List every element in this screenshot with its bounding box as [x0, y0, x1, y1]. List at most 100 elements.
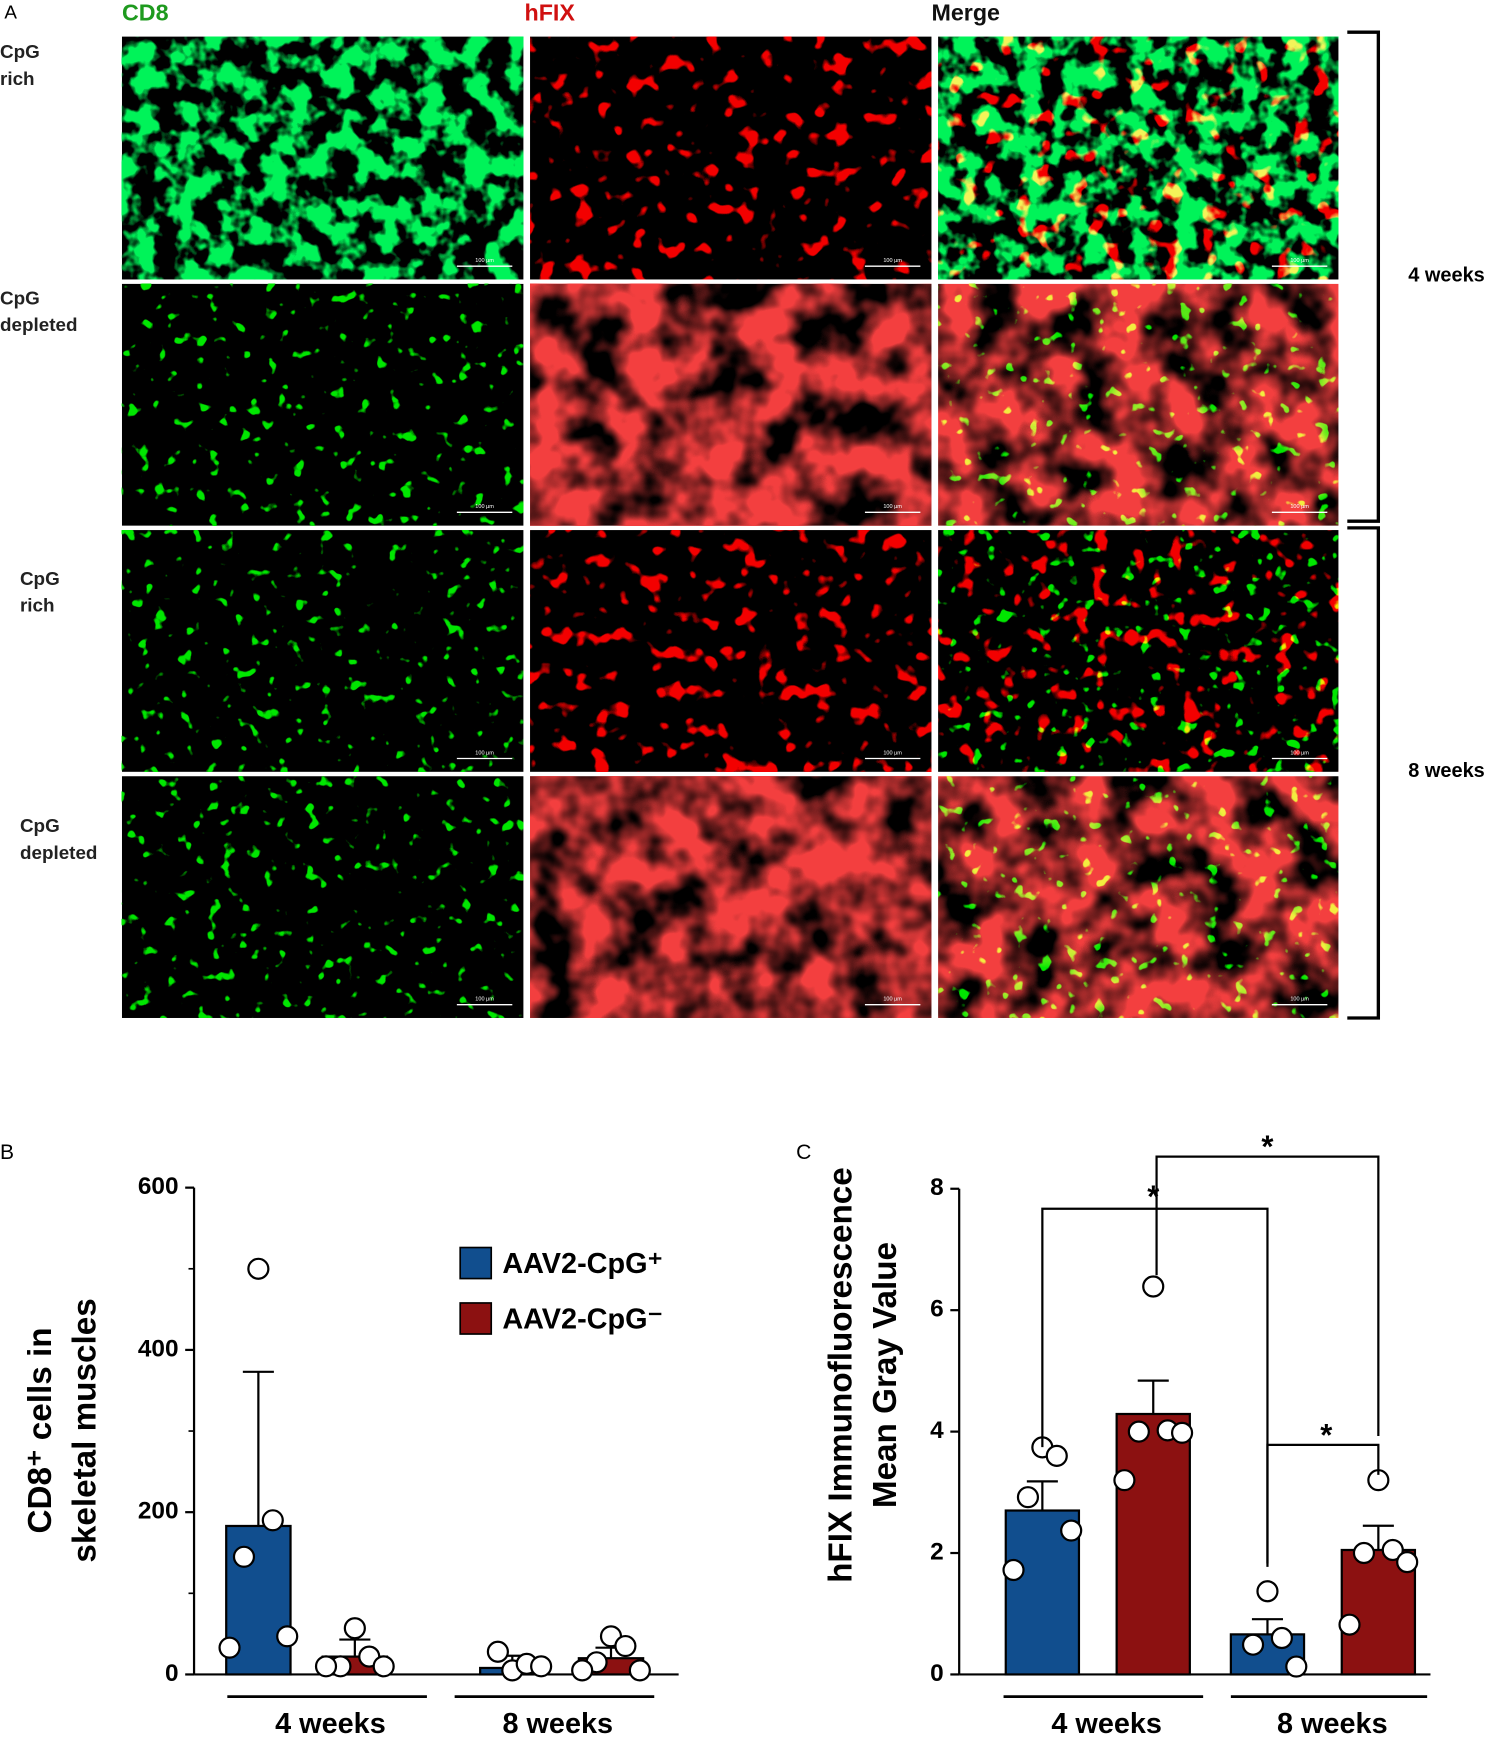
- x-tick-label: 8 weeks: [502, 1708, 613, 1740]
- data-point: [218, 1636, 241, 1659]
- cd8-signal: [121, 36, 524, 280]
- hfix-signal: [938, 530, 1339, 772]
- x-tick-label: 4 weeks: [275, 1708, 386, 1740]
- hfix-signal: [938, 776, 1339, 1018]
- micrograph: 100 µm: [530, 530, 932, 772]
- data-point: [1396, 1551, 1419, 1574]
- data-point: [314, 1655, 338, 1678]
- hfix-signal: [530, 36, 932, 280]
- panel-label: B: [0, 1141, 14, 1164]
- scale-bar-label: 100 µm: [883, 504, 902, 510]
- row-label: rich: [0, 68, 35, 89]
- micrograph: 100 µm: [121, 776, 524, 1018]
- timepoint-label: 4 weeks: [1408, 264, 1485, 286]
- y-tick-label: 4: [930, 1417, 944, 1444]
- scale-bar-label: 100 µm: [1290, 997, 1309, 1003]
- y-axis-label: CD8⁺ cells in: [22, 1327, 59, 1533]
- bar: [1115, 1412, 1191, 1676]
- scale-bar-label: 100 µm: [1290, 750, 1309, 756]
- y-tick-label: 6: [930, 1296, 944, 1323]
- data-point: [1256, 1580, 1279, 1603]
- cd8-signal: [121, 776, 524, 1018]
- row-label: CpG: [20, 568, 60, 589]
- row-label: depleted: [20, 842, 97, 863]
- data-point: [1170, 1421, 1194, 1444]
- significance-label: *: [1261, 1129, 1274, 1164]
- data-point: [1127, 1420, 1150, 1443]
- micrograph: 100 µm: [938, 530, 1339, 772]
- y-tick-label: 600: [138, 1173, 179, 1200]
- micrograph: 100 µm: [938, 36, 1339, 280]
- y-axis-label: skeletal muscles: [66, 1298, 103, 1562]
- row-label: CpG: [0, 287, 40, 308]
- hfix-signal: [938, 283, 1339, 526]
- significance-label: *: [1147, 1179, 1160, 1214]
- micrograph: 100 µm: [938, 776, 1339, 1018]
- data-point: [1352, 1541, 1376, 1565]
- hfix-signal: [530, 776, 932, 1018]
- hfix-signal: [938, 36, 1339, 280]
- data-point: [276, 1625, 299, 1648]
- data-point: [1045, 1444, 1068, 1467]
- micrograph: 100 µm: [530, 36, 932, 280]
- data-point: [372, 1655, 395, 1678]
- x-tick-label: 8 weeks: [1277, 1708, 1388, 1740]
- row-label: CpG: [20, 815, 60, 836]
- legend-label: AAV2-CpG⁻: [502, 1303, 662, 1335]
- panel-label: C: [796, 1141, 811, 1164]
- scale-bar-label: 100 µm: [475, 258, 494, 264]
- data-point: [1241, 1633, 1265, 1656]
- data-point: [614, 1634, 637, 1658]
- data-point: [571, 1659, 594, 1682]
- scale-bar-label: 100 µm: [475, 997, 494, 1003]
- data-point: [1338, 1613, 1361, 1636]
- y-axis-label: hFIX Immunofluorescence: [823, 1167, 860, 1583]
- hfix-signal: [530, 530, 932, 772]
- cd8-signal: [121, 530, 524, 772]
- legend-swatch: [459, 1302, 493, 1335]
- data-point: [1285, 1655, 1308, 1678]
- significance-label: *: [1320, 1417, 1333, 1452]
- panel-label: A: [4, 1, 17, 22]
- column-title: CD8: [122, 0, 169, 26]
- x-tick-label: 4 weeks: [1051, 1708, 1162, 1740]
- y-axis-label: Mean Gray Value: [867, 1242, 904, 1508]
- scale-bar-label: 100 µm: [883, 258, 902, 264]
- data-point: [1142, 1275, 1165, 1298]
- y-tick-label: 200: [138, 1498, 179, 1525]
- scale-bar-label: 100 µm: [1290, 504, 1309, 510]
- data-point: [530, 1655, 553, 1678]
- data-point: [232, 1545, 256, 1568]
- data-point: [1270, 1626, 1293, 1650]
- row-label: depleted: [0, 314, 77, 335]
- data-point: [247, 1257, 270, 1280]
- scale-bar-label: 100 µm: [475, 750, 494, 756]
- data-point: [1016, 1486, 1040, 1509]
- y-tick-label: 2: [930, 1538, 944, 1565]
- legend-swatch: [459, 1246, 493, 1280]
- micrograph: 100 µm: [121, 283, 524, 526]
- scale-bar-label: 100 µm: [1290, 258, 1309, 264]
- column-title: hFIX: [525, 0, 576, 26]
- bar: [1004, 1509, 1081, 1676]
- bracket: [1347, 30, 1381, 1020]
- data-point: [343, 1617, 366, 1640]
- micrograph: 100 µm: [938, 283, 1339, 526]
- bar: [1340, 1548, 1417, 1676]
- micrographs: 100 µm 100 µm 100 µm 100 µm 100 µm 100 µm 100 …: [121, 36, 1339, 1018]
- data-point: [1113, 1469, 1136, 1492]
- scale-bar-label: 100 µm: [475, 504, 494, 510]
- scale-bar-label: 100 µm: [883, 997, 902, 1003]
- data-point: [261, 1509, 284, 1532]
- row-label: rich: [20, 595, 55, 616]
- legend-label: AAV2-CpG⁺: [502, 1248, 662, 1280]
- y-tick-label: 400: [138, 1335, 179, 1362]
- data-point: [628, 1659, 651, 1682]
- micrograph: 100 µm: [530, 283, 932, 526]
- data-point: [1060, 1519, 1083, 1542]
- significance-bracket: [1041, 1207, 1269, 1567]
- column-title: Merge: [931, 0, 1000, 26]
- data-point: [486, 1640, 509, 1663]
